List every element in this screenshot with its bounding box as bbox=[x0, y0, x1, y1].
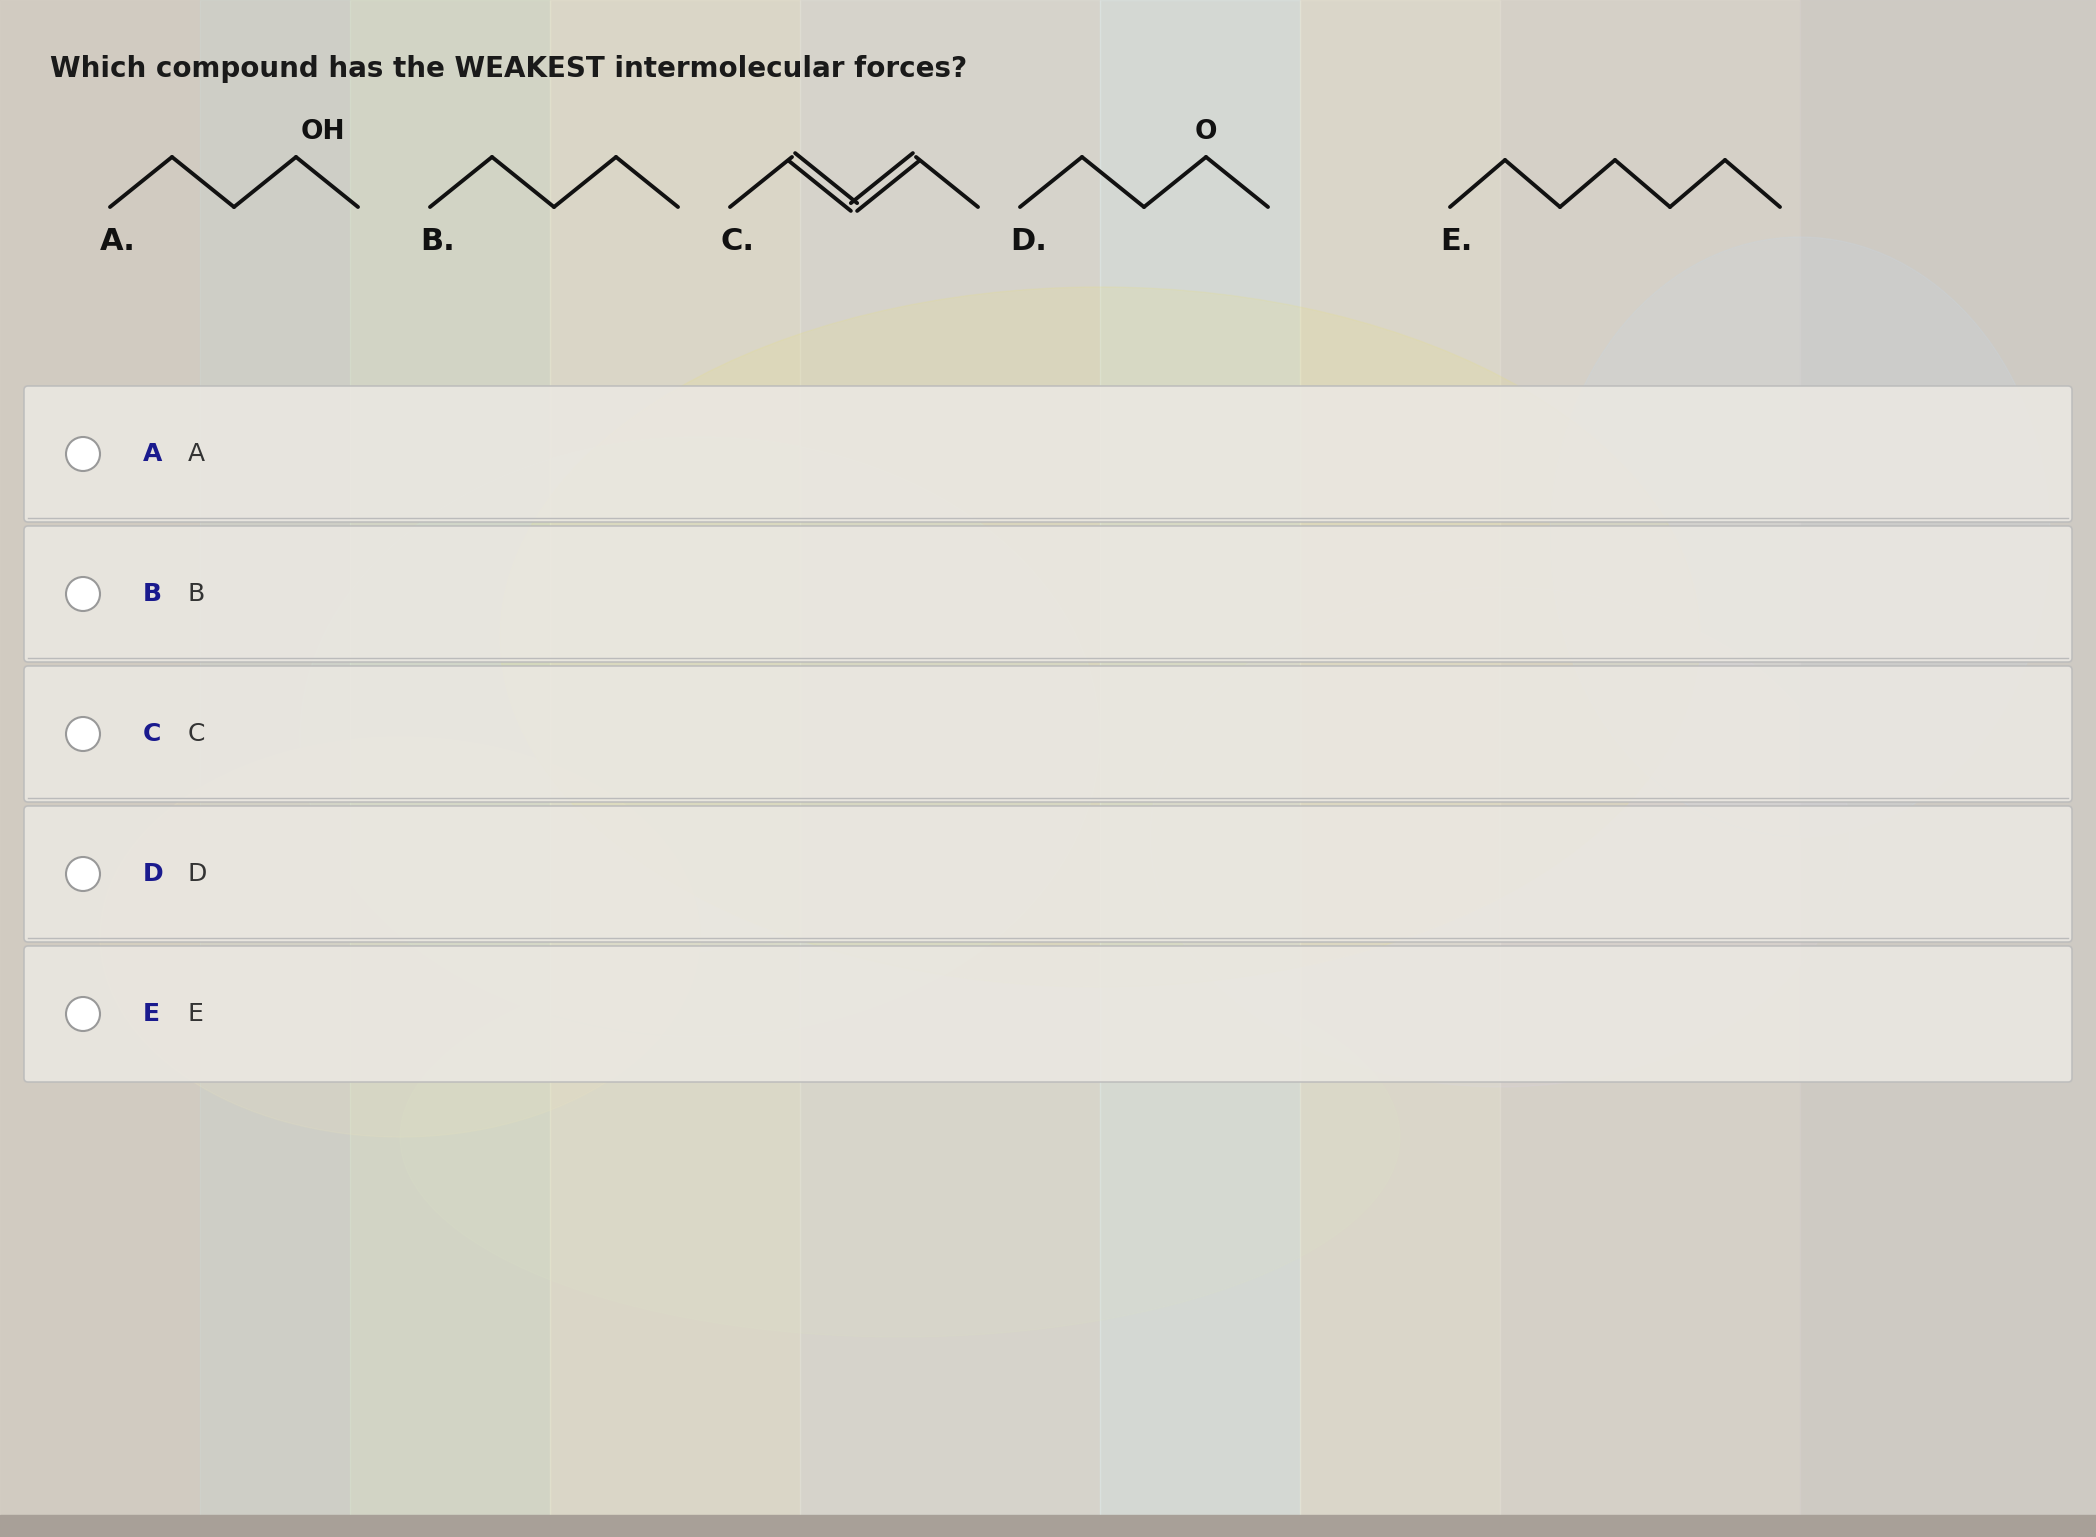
Bar bbox=[0, 1515, 2096, 1537]
Text: E.: E. bbox=[1440, 227, 1471, 257]
Bar bbox=[1300, 0, 1501, 1537]
Text: A: A bbox=[189, 443, 205, 466]
Ellipse shape bbox=[1551, 237, 2050, 838]
FancyBboxPatch shape bbox=[23, 945, 2073, 1082]
Ellipse shape bbox=[1151, 587, 1851, 1087]
Circle shape bbox=[65, 437, 101, 470]
Text: B.: B. bbox=[419, 227, 455, 257]
FancyBboxPatch shape bbox=[23, 666, 2073, 802]
FancyBboxPatch shape bbox=[23, 805, 2073, 942]
Bar bbox=[350, 0, 549, 1537]
Bar bbox=[1800, 0, 2096, 1537]
Text: OH: OH bbox=[302, 118, 346, 144]
Text: A: A bbox=[143, 443, 161, 466]
Text: A.: A. bbox=[101, 227, 136, 257]
FancyBboxPatch shape bbox=[23, 526, 2073, 662]
Text: C: C bbox=[143, 722, 161, 745]
Text: B: B bbox=[189, 583, 205, 606]
Text: D: D bbox=[143, 862, 163, 885]
Ellipse shape bbox=[101, 738, 700, 1137]
Text: D.: D. bbox=[1010, 227, 1046, 257]
Circle shape bbox=[65, 576, 101, 612]
Text: E: E bbox=[143, 1002, 159, 1027]
FancyBboxPatch shape bbox=[23, 386, 2073, 523]
Text: C.: C. bbox=[721, 227, 755, 257]
Text: O: O bbox=[1195, 118, 1218, 144]
Bar bbox=[1501, 0, 1800, 1537]
Circle shape bbox=[65, 716, 101, 752]
Ellipse shape bbox=[300, 437, 1100, 1037]
Text: Which compound has the WEAKEST intermolecular forces?: Which compound has the WEAKEST intermole… bbox=[50, 55, 966, 83]
Bar bbox=[801, 0, 1100, 1537]
Text: D: D bbox=[189, 862, 208, 885]
Text: C: C bbox=[189, 722, 205, 745]
Bar bbox=[549, 0, 801, 1537]
Ellipse shape bbox=[501, 287, 1700, 987]
Bar bbox=[0, 0, 199, 1537]
Text: B: B bbox=[143, 583, 161, 606]
Text: E: E bbox=[189, 1002, 203, 1027]
Bar bbox=[199, 0, 350, 1537]
Bar bbox=[1100, 0, 1300, 1537]
Circle shape bbox=[65, 998, 101, 1031]
Ellipse shape bbox=[400, 938, 1400, 1337]
Circle shape bbox=[65, 858, 101, 891]
